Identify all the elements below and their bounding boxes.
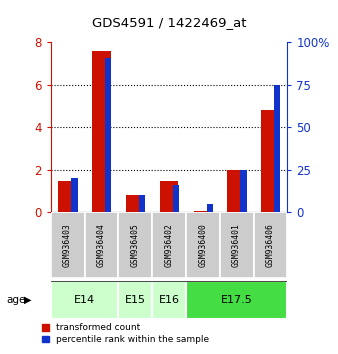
Bar [274,85,281,212]
Bar [160,181,178,212]
Bar [254,212,287,278]
Bar [152,212,186,278]
Text: GSM936403: GSM936403 [63,223,72,267]
Bar [58,181,77,212]
Bar [51,212,84,278]
Legend: transformed count, percentile rank within the sample: transformed count, percentile rank withi… [38,320,213,348]
Text: E14: E14 [74,295,95,305]
Text: GSM936406: GSM936406 [266,223,275,267]
Text: age: age [7,295,26,305]
Bar [207,204,213,212]
Bar [227,170,246,212]
Bar [51,281,118,319]
Text: ▶: ▶ [24,295,32,305]
Bar [241,170,247,212]
Bar [193,211,212,212]
Bar [173,185,179,212]
Bar [84,212,118,278]
Text: E16: E16 [159,295,179,305]
Bar [105,58,111,212]
Text: E15: E15 [125,295,146,305]
Bar [126,195,145,212]
Bar [261,110,280,212]
Text: GSM936400: GSM936400 [198,223,207,267]
Bar [139,195,145,212]
Text: GSM936405: GSM936405 [131,223,140,267]
Text: GSM936404: GSM936404 [97,223,106,267]
Text: E17.5: E17.5 [221,295,252,305]
Bar [186,212,220,278]
Bar [71,178,77,212]
Bar [152,281,186,319]
Bar [92,51,111,212]
Bar [118,281,152,319]
Bar [118,212,152,278]
Text: GSM936401: GSM936401 [232,223,241,267]
Bar [186,281,287,319]
Text: GSM936402: GSM936402 [165,223,173,267]
Text: GDS4591 / 1422469_at: GDS4591 / 1422469_at [92,17,246,29]
Bar [220,212,254,278]
